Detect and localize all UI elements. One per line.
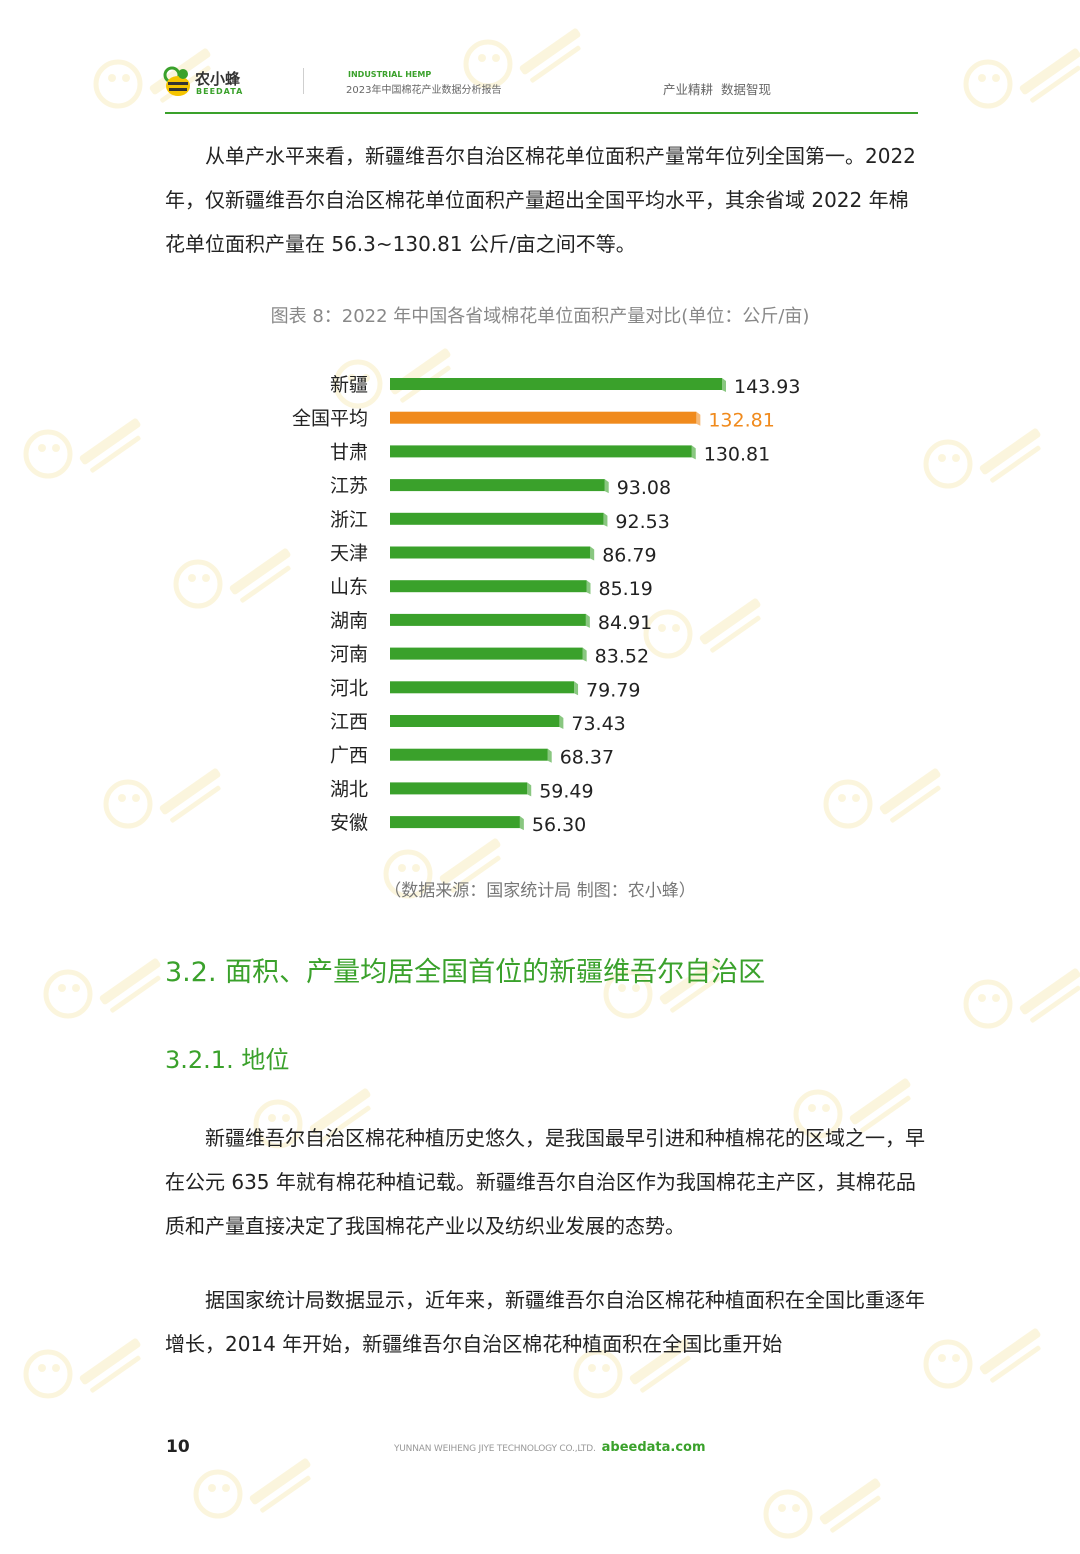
watermark-icon [100,760,250,840]
bar-安徽 [390,816,520,829]
category-label: 广西 [330,745,368,767]
section-heading: 3.2. 面积、产量均居全国首位的新疆维吾尔自治区 [165,957,766,988]
value-label: 59.49 [539,780,593,802]
body-text-2: 据国家统计局数据显示，近年来，新疆维吾尔自治区棉花种植面积在全国比重逐年增长，2… [165,1288,925,1356]
watermark-icon [920,1320,1070,1400]
bee-logo-icon [163,66,190,96]
category-label: 江西 [330,711,368,733]
logo-text-en: BEEDATA [196,87,244,96]
bar-浙江 [390,512,604,525]
category-label: 江苏 [330,475,368,497]
bar-天津 [390,546,591,559]
bar-湖北 [390,782,528,795]
page-number: 10 [166,1437,190,1457]
bar-edge [603,512,608,527]
watermark-icon [190,1450,340,1530]
category-label: 新疆 [330,374,368,396]
value-label: 79.79 [586,679,640,701]
bar-江西 [390,715,560,727]
watermark-icon [820,760,970,840]
category-label: 天津 [330,543,368,565]
category-label: 湖南 [330,610,368,632]
bar-湖南 [390,613,586,626]
bar-河南 [390,647,583,660]
value-label: 73.43 [571,713,625,735]
category-label: 山东 [330,576,368,598]
bar-edge [691,445,696,460]
bar-广西 [390,748,548,761]
body-paragraph-2: 据国家统计局数据显示，近年来，新疆维吾尔自治区棉花种植面积在全国比重逐年增长，2… [165,1278,925,1366]
bar-chart: 新疆 143.93 全国平均 132.81 甘肃 130.81 江苏 93.08 浙江 92.53… [270,360,830,840]
value-label: 130.81 [704,443,770,465]
value-label: 84.91 [598,612,652,634]
body-text-1: 新疆维吾尔自治区棉花种植历史悠久，是我国最早引进和种植棉花的区域之一，早在公元 … [165,1126,925,1238]
bar-edge [696,411,701,426]
category-label: 全国平均 [292,408,368,430]
body-paragraph-1: 新疆维吾尔自治区棉花种植历史悠久，是我国最早引进和种植棉花的区域之一，早在公元 … [165,1116,925,1248]
header-slogan: 产业精耕 数据智现 [663,82,771,97]
bar-河北 [390,681,575,694]
category-label: 甘肃 [330,441,368,463]
intro-text: 从单产水平来看，新疆维吾尔自治区棉花单位面积产量常年位列全国第一。2022 年，… [165,144,916,256]
category-label: 河南 [330,644,368,666]
category-label: 河北 [330,677,368,699]
category-label: 湖北 [330,778,368,800]
bar-edge [585,613,590,628]
watermark-icon [760,1470,910,1550]
bar-全国平均 [390,411,697,424]
footer-site-link[interactable]: abeedata.com [601,1440,706,1455]
figure-caption: 图表 8：2022 年中国各省域棉花单位面积产量对比(单位：公斤/亩) [270,306,810,327]
value-label: 83.52 [595,646,649,668]
bar-edge [722,378,726,392]
report-title-en: INDUSTRIAL HEMP [348,70,432,79]
bar-edge [574,681,579,696]
bar-edge [547,748,552,763]
bar-edge [582,647,587,662]
watermark-icon [920,420,1070,500]
report-title-cn: 2023年中国棉花产业数据分析报告 [346,85,502,96]
bar-edge [559,715,564,729]
watermark-icon [20,1330,170,1410]
value-label: 92.53 [615,511,669,533]
brand-logo: 农小蜂 BEEDATA [163,64,243,102]
value-label: 56.30 [532,814,586,836]
footer-company: YUNNAN WEIHENG JIYE TECHNOLOGY CO.,LTD. [394,1444,596,1454]
bar-edge [604,479,609,494]
bar-edge [519,816,524,831]
bar-edge [527,782,532,797]
bar-chart-svg: 新疆 143.93 全国平均 132.81 甘肃 130.81 江苏 93.08 浙江 92.53… [292,374,801,836]
bar-edge [586,580,591,595]
header-rule [165,112,918,114]
value-label: 86.79 [602,545,656,567]
watermark-icon [960,960,1080,1040]
footer: YUNNAN WEIHENG JIYE TECHNOLOGY CO.,LTD. a… [394,1440,706,1455]
watermark-icon [960,40,1080,120]
intro-paragraph: 从单产水平来看，新疆维吾尔自治区棉花单位面积产量常年位列全国第一。2022 年，… [165,134,925,266]
bar-山东 [390,580,587,593]
watermark-icon [20,410,170,490]
value-label: 93.08 [617,477,671,499]
value-label: 85.19 [599,578,653,600]
bar-江苏 [390,479,605,492]
category-label: 浙江 [330,509,368,531]
bar-新疆 [390,378,722,390]
category-label: 安徽 [330,812,368,834]
logo-text-cn: 农小蜂 [195,70,241,88]
value-label: 132.81 [708,410,774,432]
bar-edge [590,546,595,561]
subsection-heading: 3.2.1. 地位 [165,1046,290,1074]
value-label: 143.93 [734,376,800,398]
header-divider [303,68,304,94]
bar-甘肃 [390,445,692,458]
value-label: 68.37 [560,747,614,769]
figure-source: （数据来源：国家统计局 制图：农小蜂） [384,881,696,901]
